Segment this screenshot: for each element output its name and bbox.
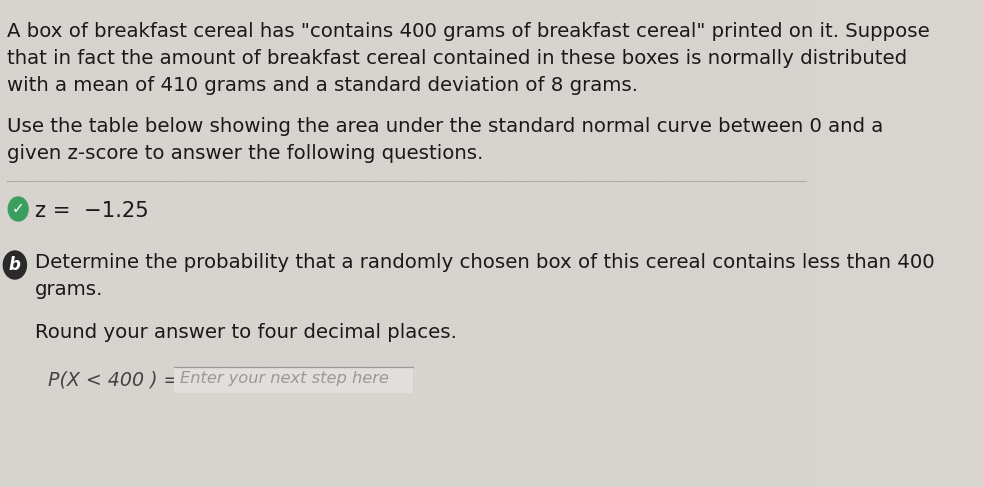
Text: with a mean of 410 grams and a standard deviation of 8 grams.: with a mean of 410 grams and a standard … <box>7 76 638 95</box>
Text: Use the table below showing the area under the standard normal curve between 0 a: Use the table below showing the area und… <box>7 117 883 136</box>
Text: Round your answer to four decimal places.: Round your answer to four decimal places… <box>34 323 456 342</box>
Circle shape <box>8 197 29 221</box>
Text: b: b <box>9 256 21 274</box>
Circle shape <box>3 251 27 279</box>
Text: z =  −1.25: z = −1.25 <box>34 201 148 221</box>
Text: A box of breakfast cereal has "contains 400 grams of breakfast cereal" printed o: A box of breakfast cereal has "contains … <box>7 22 929 41</box>
Text: grams.: grams. <box>34 280 103 299</box>
Text: Determine the probability that a randomly chosen box of this cereal contains les: Determine the probability that a randoml… <box>34 253 935 272</box>
Text: given z-score to answer the following questions.: given z-score to answer the following qu… <box>7 144 483 163</box>
Text: that in fact the amount of breakfast cereal contained in these boxes is normally: that in fact the amount of breakfast cer… <box>7 49 906 68</box>
Text: Enter your next step here: Enter your next step here <box>180 371 389 386</box>
Text: P(X < 400 ) =: P(X < 400 ) = <box>48 370 179 389</box>
FancyBboxPatch shape <box>174 367 414 393</box>
Text: ✓: ✓ <box>12 202 25 217</box>
